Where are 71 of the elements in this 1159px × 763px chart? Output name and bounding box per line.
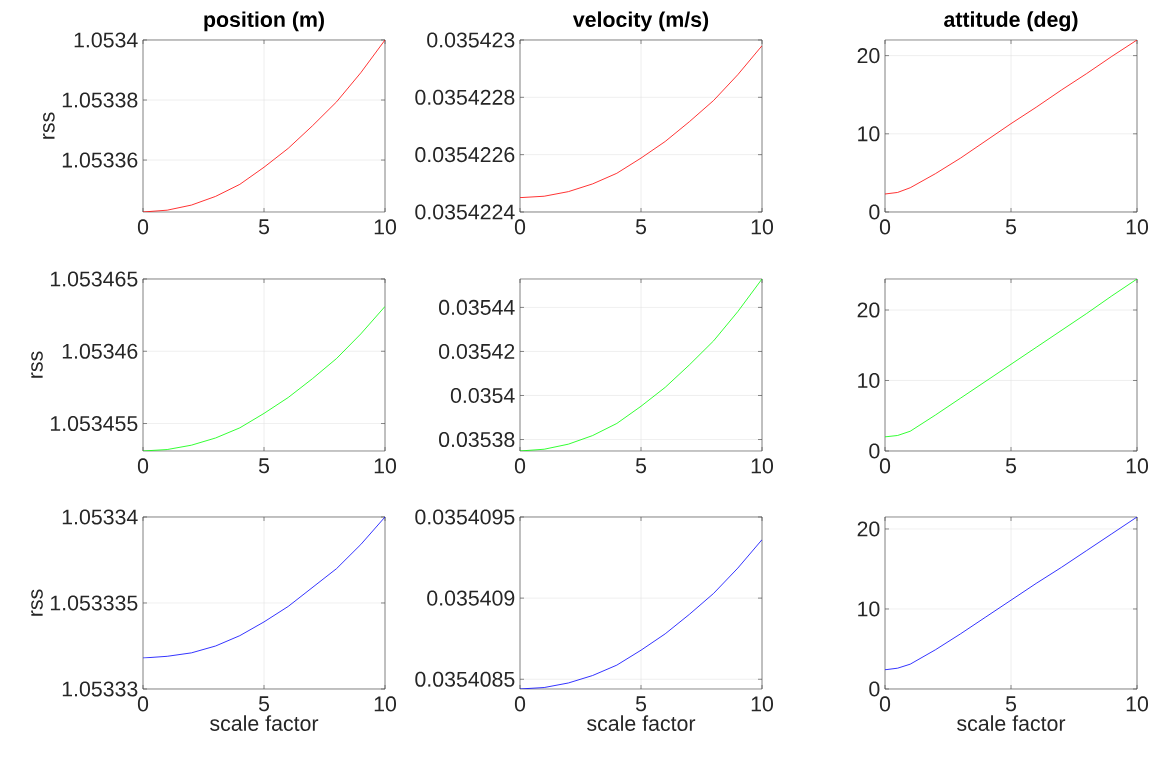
- x-tick-label: 10: [751, 219, 774, 235]
- y-tick-label: 0.0354095: [415, 509, 515, 525]
- line-series: [520, 278, 763, 451]
- x-tick-label: 0: [514, 219, 526, 235]
- x-tick-label: 0: [514, 696, 526, 712]
- x-tick-label: 0: [879, 219, 891, 235]
- x-tick-label: 5: [635, 219, 647, 235]
- x-tick-label: 10: [374, 219, 397, 235]
- y-tick-label: 20: [857, 302, 880, 318]
- y-tick-label: 1.05333: [62, 681, 138, 697]
- y-tick-label: 0.03538: [439, 431, 515, 448]
- line-series: [520, 45, 763, 199]
- x-tick-label: 5: [1005, 696, 1017, 712]
- y-tick-label: 1.053465: [50, 271, 138, 287]
- y-tick-label: 1.0534: [74, 32, 138, 48]
- x-tick-label: 10: [374, 458, 397, 474]
- x-tick-label: 0: [137, 696, 149, 712]
- x-tick-label: 0: [879, 458, 891, 474]
- y-axis-title: rss: [31, 351, 43, 378]
- y-tick-label: 0.0354085: [415, 671, 515, 687]
- x-tick-label: 5: [1005, 219, 1017, 235]
- x-tick-label: 10: [374, 696, 397, 712]
- x-tick-label: 10: [751, 458, 774, 474]
- line-series: [143, 306, 386, 451]
- y-axis-title: rss: [43, 112, 55, 139]
- y-tick-label: 10: [858, 126, 880, 142]
- y-tick-label: 0.0354: [450, 387, 515, 404]
- line-series: [885, 516, 1138, 671]
- x-tick-label: 10: [1126, 219, 1149, 235]
- line-series: [520, 539, 763, 689]
- x-tick-label: 0: [879, 696, 891, 712]
- x-tick-label: 5: [258, 219, 270, 235]
- x-axis-title: scale factor: [587, 715, 696, 731]
- y-tick-label: 1.05346: [62, 343, 138, 359]
- y-tick-label: 0.035423: [427, 32, 515, 48]
- x-tick-label: 5: [635, 458, 647, 474]
- x-axis-title: scale factor: [957, 715, 1066, 731]
- y-tick-label: 0: [869, 681, 880, 697]
- x-tick-label: 10: [1126, 458, 1149, 474]
- x-tick-label: 5: [1005, 458, 1017, 474]
- y-tick-label: 0.0354228: [415, 89, 515, 105]
- y-tick-label: 0: [869, 443, 880, 459]
- y-tick-label: 0.0354226: [415, 147, 515, 163]
- y-tick-label: 0.0354224: [415, 204, 515, 220]
- y-tick-label: 0.03544: [439, 299, 515, 315]
- y-tick-label: 1.053455: [50, 415, 138, 432]
- y-tick-label: 20: [857, 521, 880, 537]
- y-tick-label: 0: [869, 204, 880, 220]
- x-tick-label: 5: [635, 696, 647, 712]
- x-tick-label: 10: [751, 696, 774, 712]
- chart-title: position (m): [204, 11, 324, 32]
- y-tick-label: 1.053335: [50, 595, 138, 611]
- y-tick-label: 20: [857, 48, 880, 64]
- x-tick-label: 0: [514, 458, 526, 474]
- y-axis-title: rss: [31, 589, 43, 616]
- y-tick-label: 1.05338: [62, 92, 138, 108]
- y-tick-label: 10: [858, 372, 880, 389]
- chart-title: attitude (deg): [944, 11, 1078, 32]
- y-tick-label: 0.035409: [427, 590, 515, 606]
- x-tick-label: 10: [1126, 696, 1149, 712]
- x-axis-title: scale factor: [210, 715, 319, 731]
- y-tick-label: 1.05336: [62, 152, 138, 168]
- chart-title: velocity (m/s): [572, 11, 709, 32]
- x-tick-label: 5: [258, 696, 270, 712]
- x-tick-label: 5: [258, 458, 270, 474]
- x-tick-label: 0: [137, 458, 149, 474]
- line-series: [143, 39, 386, 212]
- y-tick-label: 1.05334: [62, 509, 138, 525]
- y-tick-label: 10: [858, 601, 880, 617]
- y-tick-label: 0.03542: [439, 343, 515, 359]
- x-tick-label: 0: [137, 219, 149, 235]
